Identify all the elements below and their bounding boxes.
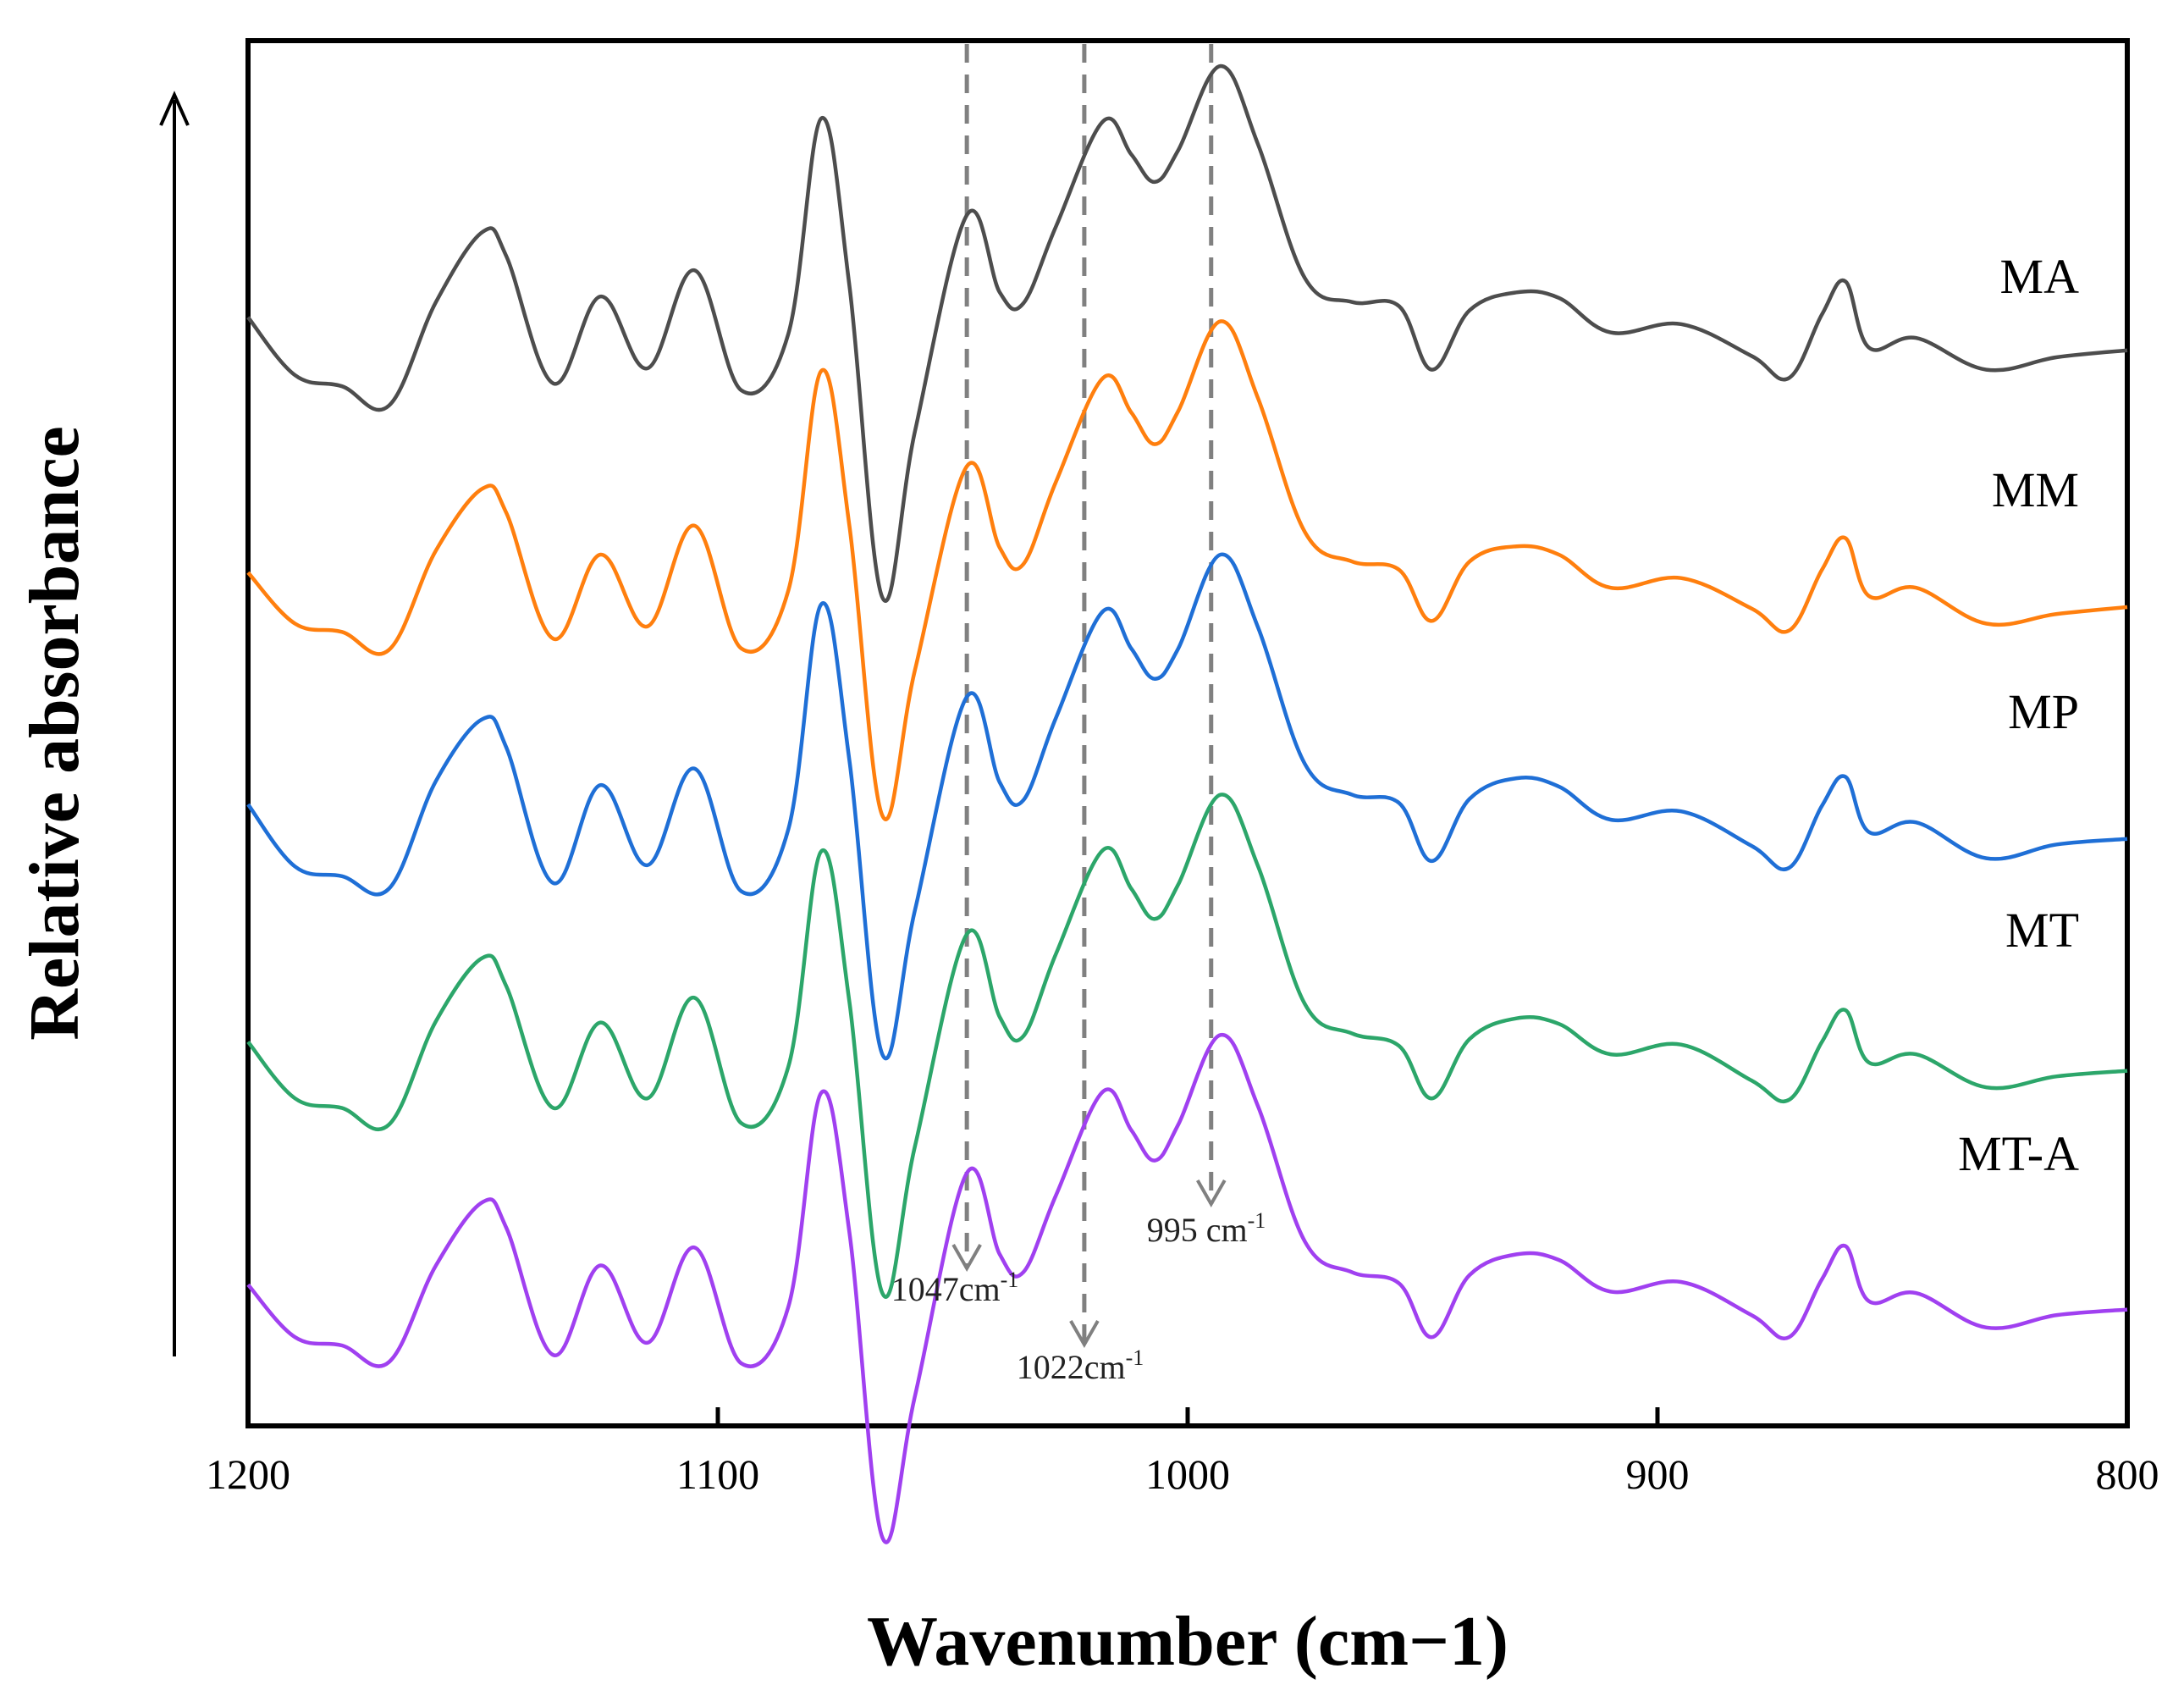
annotation-label-1022: 1022cm-1 xyxy=(1017,1345,1144,1386)
series-label-mt: MT xyxy=(2005,903,2079,958)
annotation-label-1047: 1047cm-1 xyxy=(891,1268,1019,1308)
annotation-label-995: 995 cm-1 xyxy=(1147,1208,1266,1249)
series-label-mp: MP xyxy=(2008,684,2079,739)
series-line-mp xyxy=(248,555,2127,1058)
x-tick-label: 1200 xyxy=(206,1450,290,1498)
x-axis-title: Wavenumber (cm−1) xyxy=(867,1602,1508,1681)
x-tick-labels: 1200 1100 1000 900 800 xyxy=(206,1450,2159,1498)
up-arrow xyxy=(161,95,188,1356)
series-label-mt-a: MT-A xyxy=(1958,1126,2079,1181)
x-tick-label: 1000 xyxy=(1145,1450,1230,1498)
series-labels: MA MM MP MT MT-A xyxy=(1958,249,2079,1181)
series-lines xyxy=(248,66,2127,1543)
y-axis-title: Relative absorbance xyxy=(15,426,94,1041)
ftir-chart: 1200 1100 1000 900 800 MA MM MP MT MT-A 1047cm-1… xyxy=(0,0,2184,1707)
series-line-mm xyxy=(248,321,2127,819)
series-label-mm: MM xyxy=(1992,462,2079,517)
annotation-guides xyxy=(953,44,1225,1345)
x-tick-label: 900 xyxy=(1626,1450,1690,1498)
x-tick-label: 1100 xyxy=(676,1450,759,1498)
x-tick-marks xyxy=(248,1407,2127,1426)
series-line-ma xyxy=(248,66,2127,601)
x-tick-label: 800 xyxy=(2096,1450,2159,1498)
series-label-ma: MA xyxy=(2000,249,2080,304)
